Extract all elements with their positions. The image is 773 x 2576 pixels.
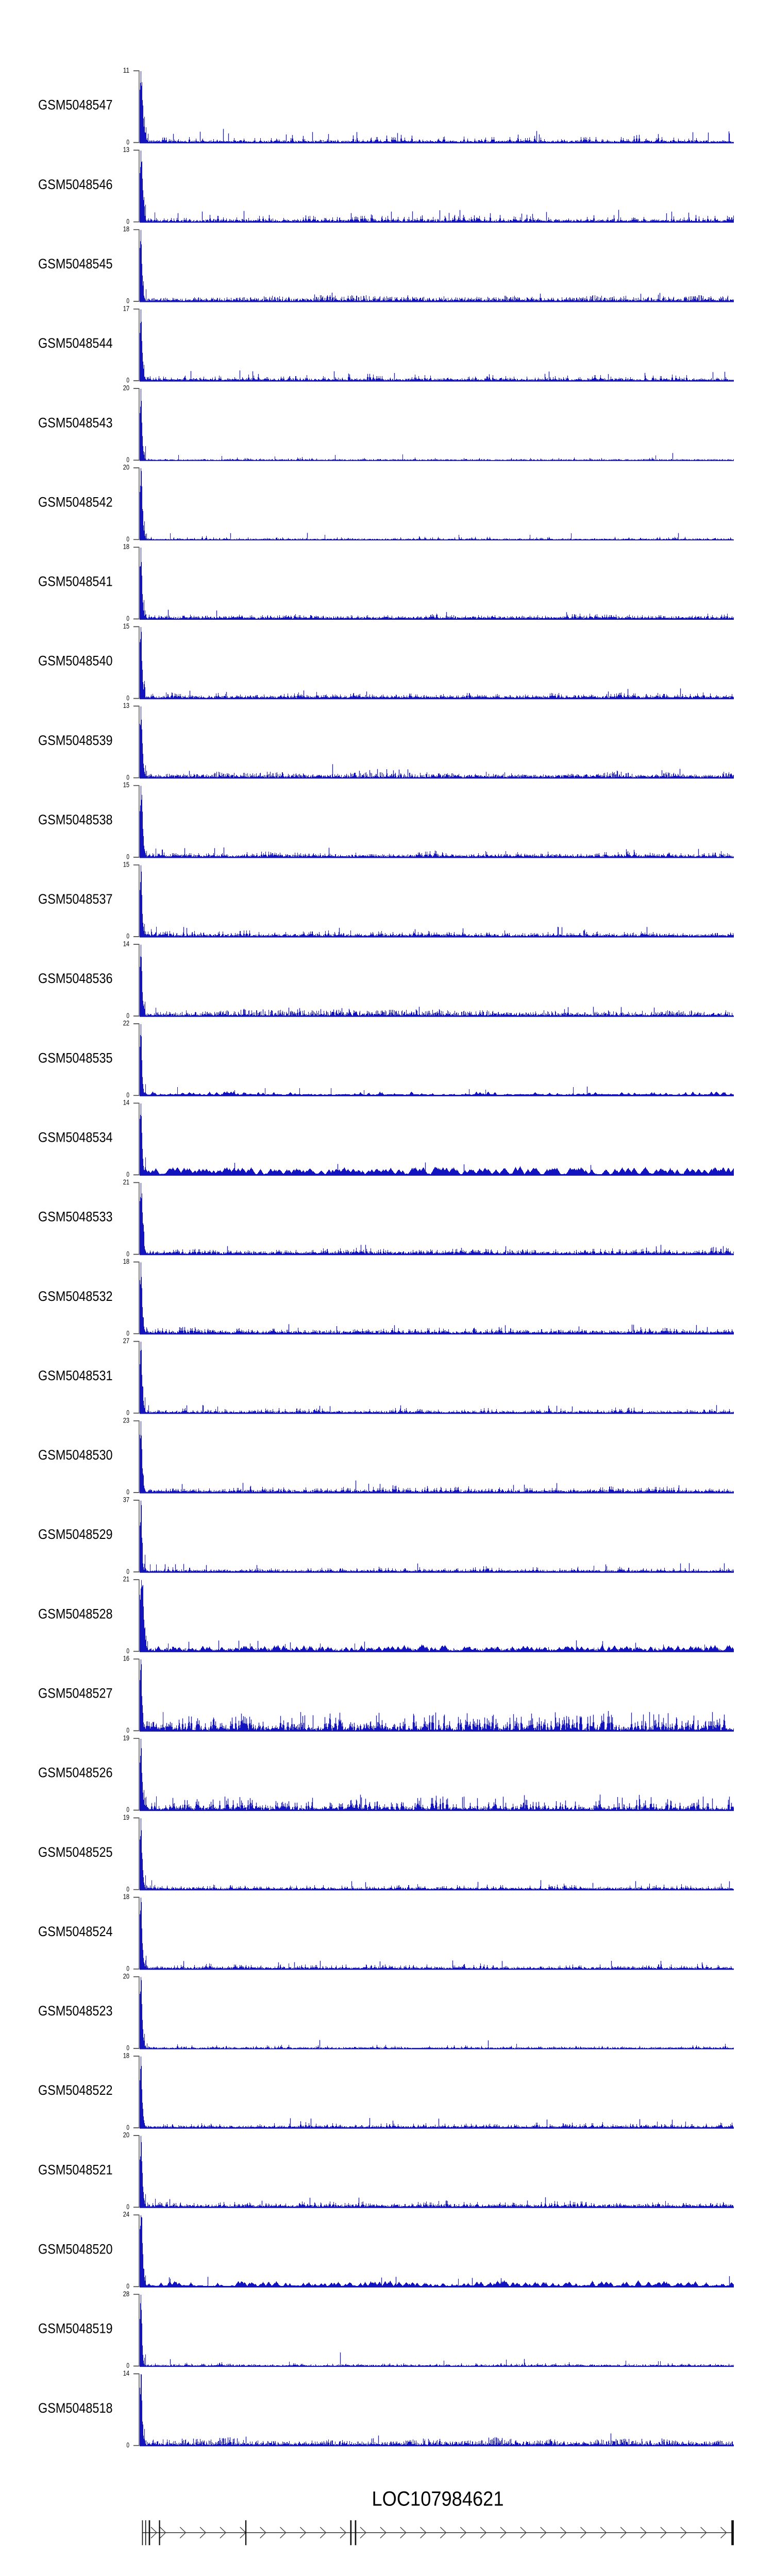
- svg-text:20: 20: [123, 1972, 130, 1980]
- svg-text:14: 14: [123, 939, 130, 947]
- svg-text:0: 0: [126, 932, 129, 940]
- svg-text:GSM5048537: GSM5048537: [38, 891, 113, 907]
- svg-text:GSM5048524: GSM5048524: [38, 1924, 113, 1939]
- svg-text:21: 21: [123, 1575, 130, 1583]
- svg-text:18: 18: [123, 1892, 130, 1901]
- svg-text:0: 0: [126, 614, 129, 622]
- svg-text:17: 17: [123, 304, 130, 312]
- svg-text:0: 0: [126, 376, 129, 384]
- svg-text:14: 14: [123, 1098, 130, 1107]
- svg-text:0: 0: [126, 138, 129, 146]
- svg-text:19: 19: [123, 1813, 130, 1821]
- svg-text:0: 0: [126, 693, 129, 702]
- svg-text:GSM5048518: GSM5048518: [38, 2400, 113, 2416]
- svg-text:18: 18: [123, 225, 130, 233]
- svg-text:GSM5048533: GSM5048533: [38, 1209, 113, 1225]
- svg-text:GSM5048528: GSM5048528: [38, 1606, 113, 1621]
- svg-text:GSM5048532: GSM5048532: [38, 1289, 113, 1304]
- svg-text:0: 0: [126, 2441, 129, 2449]
- svg-text:0: 0: [126, 773, 129, 781]
- svg-text:19: 19: [123, 1734, 130, 1742]
- svg-text:27: 27: [123, 1336, 130, 1345]
- svg-text:0: 0: [126, 1409, 129, 1417]
- svg-text:GSM5048529: GSM5048529: [38, 1527, 113, 1542]
- svg-text:0: 0: [126, 1647, 129, 1655]
- svg-text:18: 18: [123, 1257, 130, 1265]
- svg-text:20: 20: [123, 463, 130, 471]
- svg-text:15: 15: [123, 860, 130, 868]
- svg-text:0: 0: [126, 1726, 129, 1734]
- svg-text:0: 0: [126, 1885, 129, 1893]
- svg-text:GSM5048541: GSM5048541: [38, 574, 113, 589]
- svg-text:18: 18: [123, 543, 130, 551]
- svg-text:GSM5048545: GSM5048545: [38, 256, 113, 272]
- svg-text:11: 11: [123, 66, 130, 74]
- svg-text:GSM5048525: GSM5048525: [38, 1844, 113, 1860]
- svg-text:0: 0: [126, 2282, 129, 2290]
- svg-text:0: 0: [126, 2202, 129, 2211]
- svg-text:16: 16: [123, 1654, 130, 1663]
- svg-text:0: 0: [126, 1249, 129, 1258]
- svg-text:GSM5048544: GSM5048544: [38, 335, 113, 351]
- svg-text:21: 21: [123, 1178, 130, 1186]
- svg-text:GSM5048526: GSM5048526: [38, 1765, 113, 1781]
- svg-text:20: 20: [123, 2131, 130, 2139]
- svg-text:18: 18: [123, 2051, 130, 2059]
- svg-text:0: 0: [126, 1567, 129, 1575]
- svg-text:0: 0: [126, 1011, 129, 1020]
- svg-text:GSM5048547: GSM5048547: [38, 97, 113, 113]
- svg-text:37: 37: [123, 1495, 130, 1503]
- svg-text:0: 0: [126, 2361, 129, 2369]
- svg-text:0: 0: [126, 297, 129, 305]
- svg-text:GSM5048535: GSM5048535: [38, 1050, 113, 1065]
- svg-text:GSM5048536: GSM5048536: [38, 971, 113, 986]
- svg-text:14: 14: [123, 2369, 130, 2377]
- svg-text:GSM5048523: GSM5048523: [38, 2003, 113, 2019]
- svg-text:0: 0: [126, 535, 129, 543]
- svg-text:GSM5048527: GSM5048527: [38, 1686, 113, 1701]
- svg-text:GSM5048522: GSM5048522: [38, 2082, 113, 2098]
- svg-text:GSM5048543: GSM5048543: [38, 415, 113, 430]
- svg-text:GSM5048539: GSM5048539: [38, 733, 113, 748]
- svg-text:13: 13: [123, 701, 130, 709]
- svg-text:GSM5048540: GSM5048540: [38, 653, 113, 669]
- svg-text:LOC107984621: LOC107984621: [372, 2488, 504, 2511]
- svg-text:0: 0: [126, 1170, 129, 1178]
- svg-text:0: 0: [126, 2123, 129, 2131]
- svg-text:23: 23: [123, 1416, 130, 1424]
- svg-text:GSM5048520: GSM5048520: [38, 2242, 113, 2257]
- svg-text:0: 0: [126, 853, 129, 861]
- svg-text:GSM5048534: GSM5048534: [38, 1130, 113, 1145]
- svg-text:0: 0: [126, 1091, 129, 1099]
- svg-text:GSM5048519: GSM5048519: [38, 2321, 113, 2336]
- svg-text:24: 24: [123, 2210, 130, 2218]
- svg-text:22: 22: [123, 1019, 130, 1027]
- svg-text:0: 0: [126, 455, 129, 464]
- svg-text:13: 13: [123, 145, 130, 154]
- svg-text:0: 0: [126, 2044, 129, 2052]
- svg-text:0: 0: [126, 217, 129, 225]
- svg-text:15: 15: [123, 781, 130, 789]
- svg-text:GSM5048531: GSM5048531: [38, 1368, 113, 1383]
- svg-text:GSM5048546: GSM5048546: [38, 177, 113, 192]
- svg-text:0: 0: [126, 1488, 129, 1496]
- svg-text:0: 0: [126, 1805, 129, 1814]
- svg-text:28: 28: [123, 2290, 130, 2298]
- svg-text:0: 0: [126, 1329, 129, 1337]
- svg-text:GSM5048538: GSM5048538: [38, 812, 113, 827]
- svg-text:20: 20: [123, 384, 130, 392]
- svg-text:GSM5048530: GSM5048530: [38, 1447, 113, 1463]
- svg-text:0: 0: [126, 1964, 129, 1973]
- svg-text:GSM5048521: GSM5048521: [38, 2162, 113, 2177]
- svg-text:GSM5048542: GSM5048542: [38, 494, 113, 510]
- svg-text:15: 15: [123, 622, 130, 630]
